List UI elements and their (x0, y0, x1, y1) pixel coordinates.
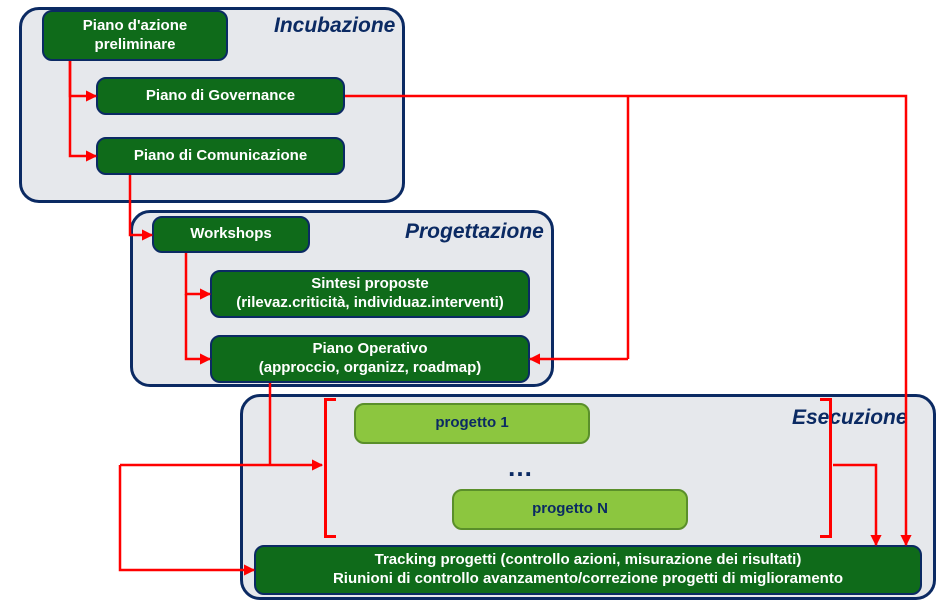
stage-title-incubazione: Incubazione (274, 14, 395, 38)
node-progetto1: progetto 1 (354, 403, 590, 444)
node-workshops: Workshops (152, 216, 310, 253)
node-governance: Piano di Governance (96, 77, 345, 115)
stage-title-esecuzione: Esecuzione (792, 406, 908, 430)
bracket-right (820, 398, 832, 538)
node-tracking: Tracking progetti (controllo azioni, mis… (254, 545, 922, 595)
node-progetton: progetto N (452, 489, 688, 530)
node-sintesi: Sintesi proposte(rilevaz.criticità, indi… (210, 270, 530, 318)
bracket-left (324, 398, 336, 538)
node-comunic: Piano di Comunicazione (96, 137, 345, 175)
node-pap: Piano d'azionepreliminare (42, 10, 228, 61)
stage-title-progettazione: Progettazione (405, 220, 544, 244)
node-dots: … (490, 452, 550, 482)
node-operativo: Piano Operativo(approccio, organizz, roa… (210, 335, 530, 383)
